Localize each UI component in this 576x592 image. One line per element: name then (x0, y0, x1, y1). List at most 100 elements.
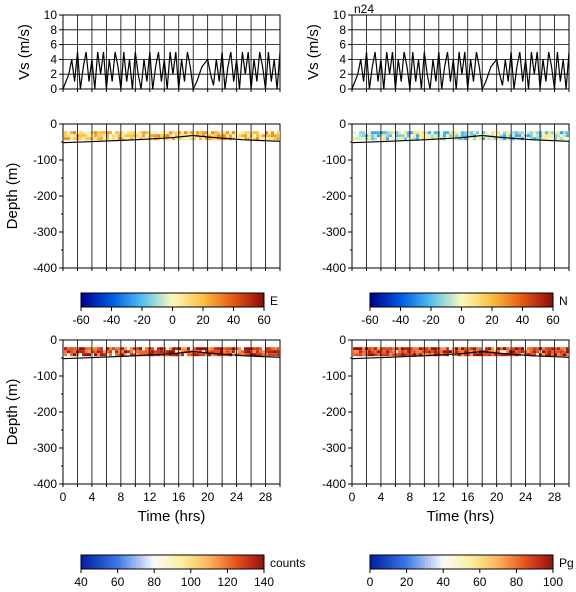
depth-E-ytick-label: -400 (33, 261, 57, 275)
depth-E-cell (73, 137, 76, 141)
depth-Pg-cell (560, 350, 563, 354)
depth-counts-cell (220, 353, 223, 357)
depth-counts-cbar-seg (254, 555, 259, 569)
depth-N-cell (533, 134, 536, 138)
depth-Pg-cell (548, 353, 551, 357)
depth-E-cell (145, 131, 148, 135)
depth-counts-cell (175, 347, 178, 351)
depth-E-cell (181, 134, 184, 138)
depth-Pg-cell (362, 347, 365, 351)
depth-Pg-cell (461, 353, 464, 357)
depth-N-cell (485, 131, 488, 135)
depth-N-ytick-label: -300 (322, 225, 346, 239)
depth-Pg-cbar-seg (452, 555, 456, 569)
depth-N-cell (548, 131, 551, 135)
depth-counts-cbar-seg (203, 555, 207, 569)
depth-Pg-cbar-seg (397, 555, 401, 569)
depth-Pg-cbar-seg (421, 555, 426, 569)
depth-E-cbar-seg (206, 293, 210, 307)
depth-counts-cell (133, 353, 136, 357)
depth-E-cell (190, 137, 193, 141)
depth-Pg-cbar-seg (379, 555, 383, 569)
depth-N-cell (539, 137, 542, 141)
depth-Pg-cell (389, 347, 392, 351)
depth-counts-cell (277, 353, 280, 357)
depth-Pg-cell (563, 347, 566, 351)
depth-counts-cell (259, 353, 262, 357)
depth-Pg-cell (383, 350, 386, 354)
vs_right-ytick-label: 6 (339, 38, 346, 52)
depth-Pg-xtick-label: 8 (407, 490, 414, 504)
depth-E-cbar-seg (138, 293, 143, 307)
depth-Pg-cell (473, 347, 476, 351)
depth-Pg-bottom-line (351, 350, 570, 360)
depth-E-cbar-seg (108, 293, 112, 307)
depth-Pg-cell (563, 350, 566, 354)
depth-E-cell (226, 131, 229, 135)
vs_left-vs-line (62, 51, 281, 92)
depth-N-cell (542, 131, 545, 135)
depth-N-cell (479, 137, 482, 141)
depth-counts-cbar-seg (96, 555, 100, 569)
depth-counts-cell (211, 350, 214, 354)
depth-N-cbar-seg (434, 293, 438, 307)
depth-E-cbar-seg (132, 293, 137, 307)
depth-Pg-cell (518, 347, 521, 351)
depth-counts-cell (109, 353, 112, 357)
depth-Pg-cell (485, 353, 488, 357)
depth-E-cell (232, 134, 235, 138)
depth-N-cbar-seg (382, 293, 386, 307)
depth-counts-xtick-label: 4 (89, 490, 96, 504)
depth-counts-cell (115, 347, 118, 351)
depth-Pg-cbar-tick-label: 80 (510, 575, 524, 589)
depth-counts-cell (118, 350, 121, 354)
depth-Pg-cell (551, 353, 554, 357)
depth-counts-cbar-tick-label: 120 (217, 575, 237, 589)
depth-counts-cell (136, 353, 139, 357)
depth-Pg-cell (470, 347, 473, 351)
depth-E-cell (175, 134, 178, 138)
depth-Pg-cbar-seg (498, 555, 502, 569)
depth-N-cell (518, 134, 521, 138)
depth-N-cell (497, 134, 500, 138)
depth-Pg-cell (458, 350, 461, 354)
depth-E-cbar-seg (199, 293, 204, 307)
depth-Pg-cell (521, 350, 524, 354)
depth-counts-cbar-seg (114, 555, 119, 569)
depth-counts-cbar-seg (135, 555, 140, 569)
depth-counts-ytick-label: -400 (33, 477, 57, 491)
depth-N-cbar-seg (492, 293, 496, 307)
depth-N-cbar-seg (485, 293, 490, 307)
depth-E-cell (265, 134, 268, 138)
depth-E-cell (130, 131, 133, 135)
depth-Pg-cbar-seg (376, 555, 380, 569)
depth-N-cell (389, 131, 392, 135)
depth-counts-cell (244, 347, 247, 351)
depth-N-cbar-seg (449, 293, 453, 307)
depth-Pg-xtick-label: 12 (432, 490, 446, 504)
depth-Pg-cell (359, 350, 362, 354)
depth-N-cell (458, 134, 461, 138)
depth-counts-cbar-seg (190, 555, 195, 569)
depth-N-cbar-tick-label: 40 (516, 313, 530, 327)
depth-N-cell (443, 134, 446, 138)
depth-Pg-cell (431, 347, 434, 351)
depth-E-cell (121, 131, 124, 135)
depth-Pg-ytick-label: -200 (322, 405, 346, 419)
depth-counts-cell (121, 353, 124, 357)
depth-Pg-cell (560, 347, 563, 351)
depth-E-cell (85, 131, 88, 135)
depth-N-cell (548, 137, 551, 141)
depth-Pg-cell (431, 353, 434, 357)
depth-Pg-cbar-seg (516, 555, 520, 569)
depth-Pg-cell (356, 347, 359, 351)
depth-counts-cell (139, 350, 142, 354)
depth-E-cell (166, 131, 169, 135)
depth-N-cell (563, 134, 566, 138)
depth-counts-cell (208, 353, 211, 357)
depth-Pg-cbar-seg (385, 555, 389, 569)
depth-N-cell (377, 131, 380, 135)
depth-counts-cell (166, 353, 169, 357)
depth-N-cell (497, 131, 500, 135)
depth-N-cbar-seg (504, 293, 508, 307)
